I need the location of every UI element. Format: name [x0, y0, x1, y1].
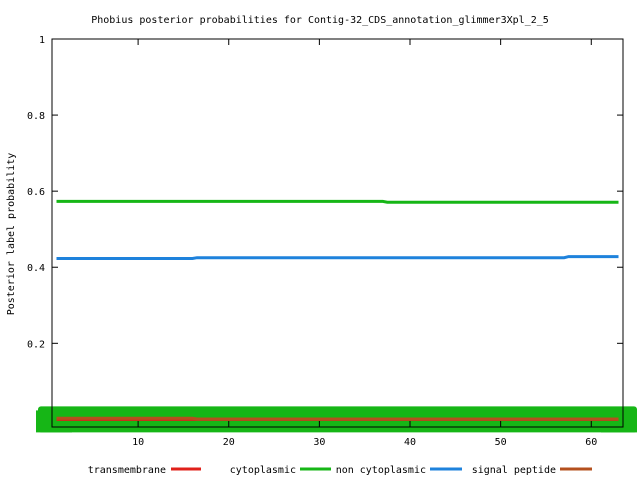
cytoplasmic-band-left-cap — [36, 410, 72, 433]
x-tick-label: 20 — [223, 437, 235, 448]
cytoplasmic-band-right-cap — [601, 410, 637, 433]
plot-frame — [51, 38, 624, 428]
series-line-signal-peptide — [56, 255, 619, 260]
series-layer — [56, 199, 619, 421]
legend-label-cytoplasmic: cytoplasmic — [230, 465, 296, 476]
y-axis-label: Posterior label probability — [6, 153, 17, 316]
legend-label-signal-peptide: signal peptide — [472, 465, 556, 476]
x-tick-label: 30 — [313, 437, 325, 448]
y-tick-label: 0.8 — [27, 111, 45, 122]
ticks-layer: 10 20 30 40 50 60 0.2 0.4 0.6 0.8 1 — [27, 35, 623, 448]
y-tick-label: 0.6 — [27, 187, 45, 198]
chart-title: Phobius posterior probabilities for Cont… — [91, 15, 549, 26]
legend-label-non-cytoplasmic: non cytoplasmic — [336, 465, 426, 476]
x-tick-label: 60 — [585, 437, 597, 448]
legend: transmembrane cytoplasmic non cytoplasmic s… — [88, 465, 592, 476]
x-tick-label: 10 — [132, 437, 144, 448]
y-tick-label: 0.4 — [27, 263, 45, 274]
y-tick-label: 1 — [39, 35, 45, 46]
series-line-non-cytoplasmic — [56, 199, 619, 204]
x-tick-label: 40 — [404, 437, 416, 448]
legend-label-transmembrane: transmembrane — [88, 465, 166, 476]
series-line-unlabeled — [56, 416, 619, 421]
x-tick-label: 50 — [495, 437, 507, 448]
y-tick-label: 0.2 — [27, 339, 45, 350]
